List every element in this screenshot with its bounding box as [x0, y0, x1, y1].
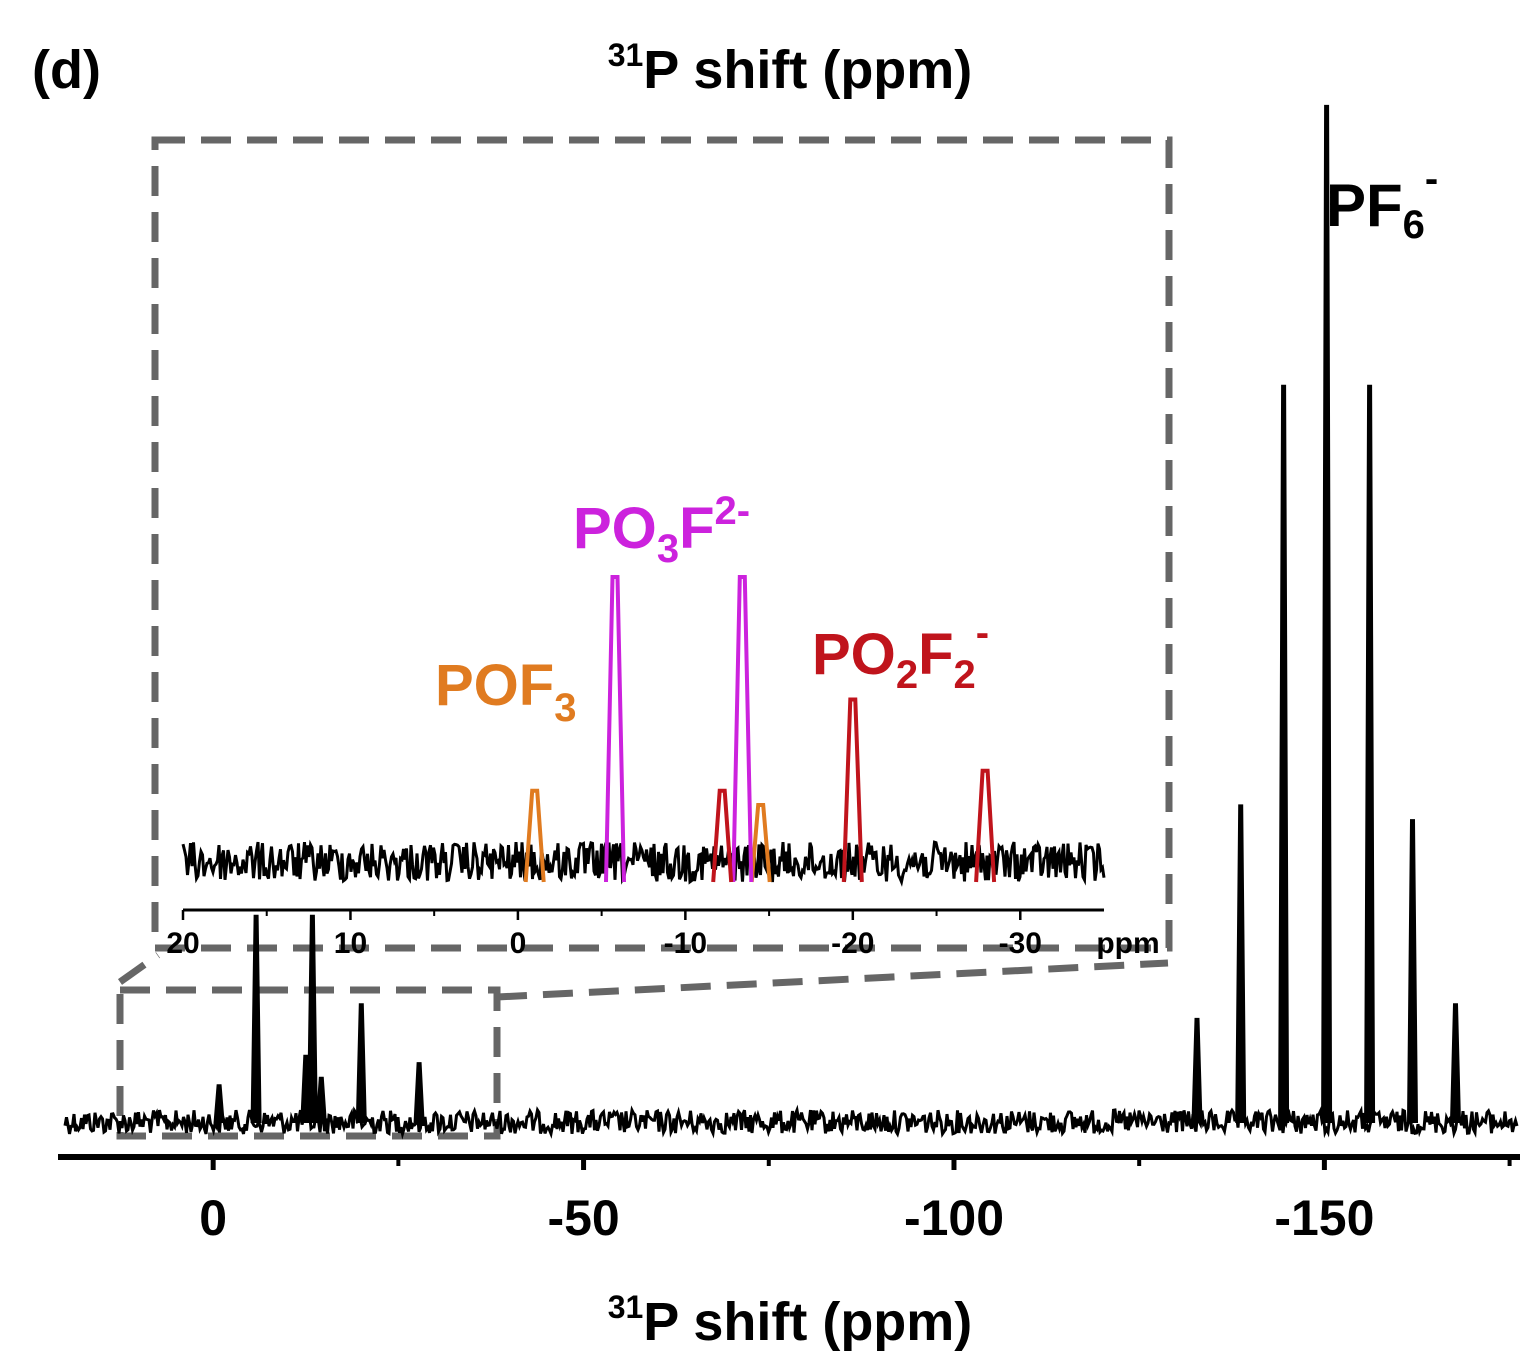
x-axis-title-main: P shift (ppm): [643, 1292, 972, 1352]
zoom-connector-right: [496, 959, 1169, 1001]
main-peak-11: [1364, 384, 1376, 1123]
main-peak-1: [250, 914, 262, 1123]
main-peak-9: [1278, 384, 1290, 1123]
inset-tick-label-0: 20: [166, 927, 199, 960]
main-spectrum-plot: [63, 104, 1519, 1140]
po2f2-label: PO2F2-: [812, 611, 989, 697]
pof3-label-main: POF: [435, 653, 554, 718]
pof3-label-sub: 3: [554, 686, 576, 730]
po3f-label-sup: 2-: [715, 489, 751, 533]
inset-peak-PO2F2--2: [974, 768, 997, 883]
main-x-ticks: 0 -50 -100 -150: [199, 1157, 1512, 1246]
main-peak-5: [355, 1003, 367, 1123]
main-peak-8: [1235, 804, 1247, 1123]
inset-tick-label-3: -10: [664, 927, 707, 960]
main-tick-label-2: -100: [904, 1190, 1004, 1246]
inset-tick-label-4: -20: [831, 927, 874, 960]
main-tick-label-0: 0: [199, 1190, 227, 1246]
main-baseline-noise: [63, 1104, 1519, 1140]
po3f-label: PO3F2-: [573, 489, 750, 571]
zoom-connector-left: [117, 952, 161, 985]
inset-peak-PO2F2--1: [841, 697, 864, 883]
main-peak-6: [413, 1062, 425, 1123]
inset-peak-PO2F2--0: [711, 788, 734, 883]
pf6-label-sup: -: [1425, 157, 1438, 201]
po2f2-label-sub2: 2: [954, 653, 976, 697]
po2f2-label-main: PO: [812, 622, 896, 687]
pf6-label-sub: 6: [1403, 203, 1425, 247]
po2f2-label-sup: -: [976, 611, 989, 655]
top-axis-title: 31P shift (ppm): [608, 37, 973, 100]
po2f2-label-sub: 2: [896, 653, 918, 697]
inset-spectrum-plot: [181, 575, 1106, 887]
top-axis-title-main: P shift (ppm): [643, 40, 972, 100]
inset-baseline-noise: [181, 839, 1106, 887]
inset-tick-label-2: 0: [510, 927, 527, 960]
main-peak-13: [1449, 1003, 1462, 1123]
po3f-label-sub: 3: [657, 527, 679, 571]
po3f-label-mid: F: [679, 496, 714, 561]
inset-peak-PO3F2--0: [604, 575, 626, 883]
inset-peak-POF3-1: [749, 803, 772, 883]
inset-peak-PO3F2--1: [731, 575, 754, 883]
inset-frame: [151, 136, 1173, 952]
panel-label: (d): [32, 40, 101, 100]
x-axis-title-sup: 31: [608, 1289, 644, 1325]
inset-tick-label-5: -30: [999, 927, 1042, 960]
x-axis-title: 31P shift (ppm): [608, 1289, 973, 1352]
po2f2-label-mid: F: [918, 622, 953, 687]
inset-unit-label: ppm: [1096, 927, 1159, 960]
po3f-label-main: PO: [573, 496, 657, 561]
main-peak-4: [315, 1076, 327, 1123]
main-peak-3: [306, 914, 318, 1123]
zoom-region-box: [116, 986, 501, 1140]
inset-x-ticks: 20 10 0 -10 -20 -30 ppm: [166, 910, 1160, 960]
pof3-label: POF3: [435, 653, 576, 730]
top-axis-title-sup: 31: [608, 37, 644, 73]
inset-peak-POF3-0: [523, 788, 546, 883]
pf6-label: PF6-: [1326, 157, 1438, 247]
main-peak-12: [1406, 819, 1419, 1123]
main-peak-7: [1191, 1017, 1203, 1123]
pf6-label-main: PF: [1326, 172, 1403, 239]
inset-tick-label-1: 10: [334, 927, 367, 960]
main-tick-label-1: -50: [547, 1190, 619, 1246]
main-peak-10: [1321, 104, 1333, 1123]
main-tick-label-3: -150: [1274, 1190, 1374, 1246]
main-peak-0: [213, 1084, 225, 1123]
